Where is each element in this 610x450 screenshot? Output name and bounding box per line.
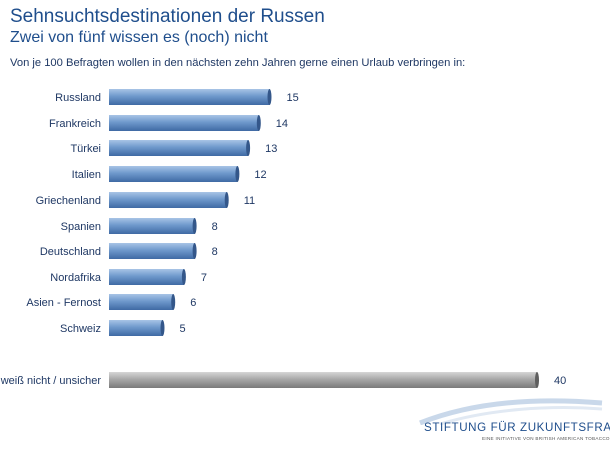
category-label: Russland (55, 92, 101, 104)
category-label: Italien (72, 169, 101, 181)
value-label: 15 (287, 92, 299, 104)
bar (109, 218, 195, 234)
bar-end-cap (246, 140, 251, 156)
category-label: Nordafrika (50, 272, 102, 284)
bar-chart: Russland 15 Frankreich 14 Türkei 13 Italien 12 G… (0, 89, 566, 388)
bar-end-cap (267, 89, 272, 105)
value-label: 13 (265, 143, 277, 155)
bar-end-cap (192, 218, 197, 234)
bar (109, 269, 184, 285)
value-label: 7 (201, 272, 207, 284)
bar (109, 372, 537, 388)
bar (109, 140, 249, 156)
category-label: Türkei (70, 143, 101, 155)
bar-end-cap (224, 192, 229, 208)
value-label: 11 (244, 195, 255, 207)
bar (109, 89, 270, 105)
category-label: weiß nicht / unsicher (0, 375, 101, 387)
value-label: 40 (554, 375, 566, 387)
chart-subtitle: Zwei von fünf wissen es (noch) nicht (10, 29, 268, 46)
bar (109, 320, 163, 336)
bar-end-cap (192, 243, 197, 259)
category-label: Deutschland (40, 246, 101, 258)
logo-tagline: EINE INITIATIVE VON BRITISH AMERICAN TOB… (482, 436, 610, 441)
bar (109, 115, 259, 131)
category-label: Schweiz (60, 323, 101, 335)
category-label: Asien - Fernost (26, 297, 101, 309)
bar-end-cap (160, 320, 165, 336)
bar-end-cap (535, 372, 539, 388)
value-label: 8 (212, 246, 218, 258)
stiftung-logo: STIFTUNG FÜR ZUKUNFTSFRAGEN EINE INITIAT… (410, 397, 610, 447)
bar (109, 166, 238, 182)
logo-name: STIFTUNG FÜR ZUKUNFTSFRAGEN (424, 421, 610, 434)
value-label: 14 (276, 118, 288, 130)
value-label: 5 (180, 323, 186, 335)
bar (109, 294, 174, 310)
bar-end-cap (171, 294, 176, 310)
chart-title: Sehnsuchtsdestinationen der Russen (10, 6, 325, 27)
bar (109, 192, 227, 208)
chart-lead-text: Von je 100 Befragten wollen in den nächs… (10, 57, 466, 69)
bar (109, 243, 195, 259)
category-label: Frankreich (49, 118, 101, 130)
bar-end-cap (256, 115, 261, 131)
category-label: Griechenland (36, 195, 101, 207)
value-label: 8 (212, 221, 218, 233)
category-label: Spanien (61, 221, 101, 233)
value-label: 12 (254, 169, 266, 181)
bar-end-cap (181, 269, 186, 285)
bar-end-cap (235, 166, 240, 182)
value-label: 6 (190, 297, 196, 309)
logo-swoosh-icon (419, 398, 603, 425)
